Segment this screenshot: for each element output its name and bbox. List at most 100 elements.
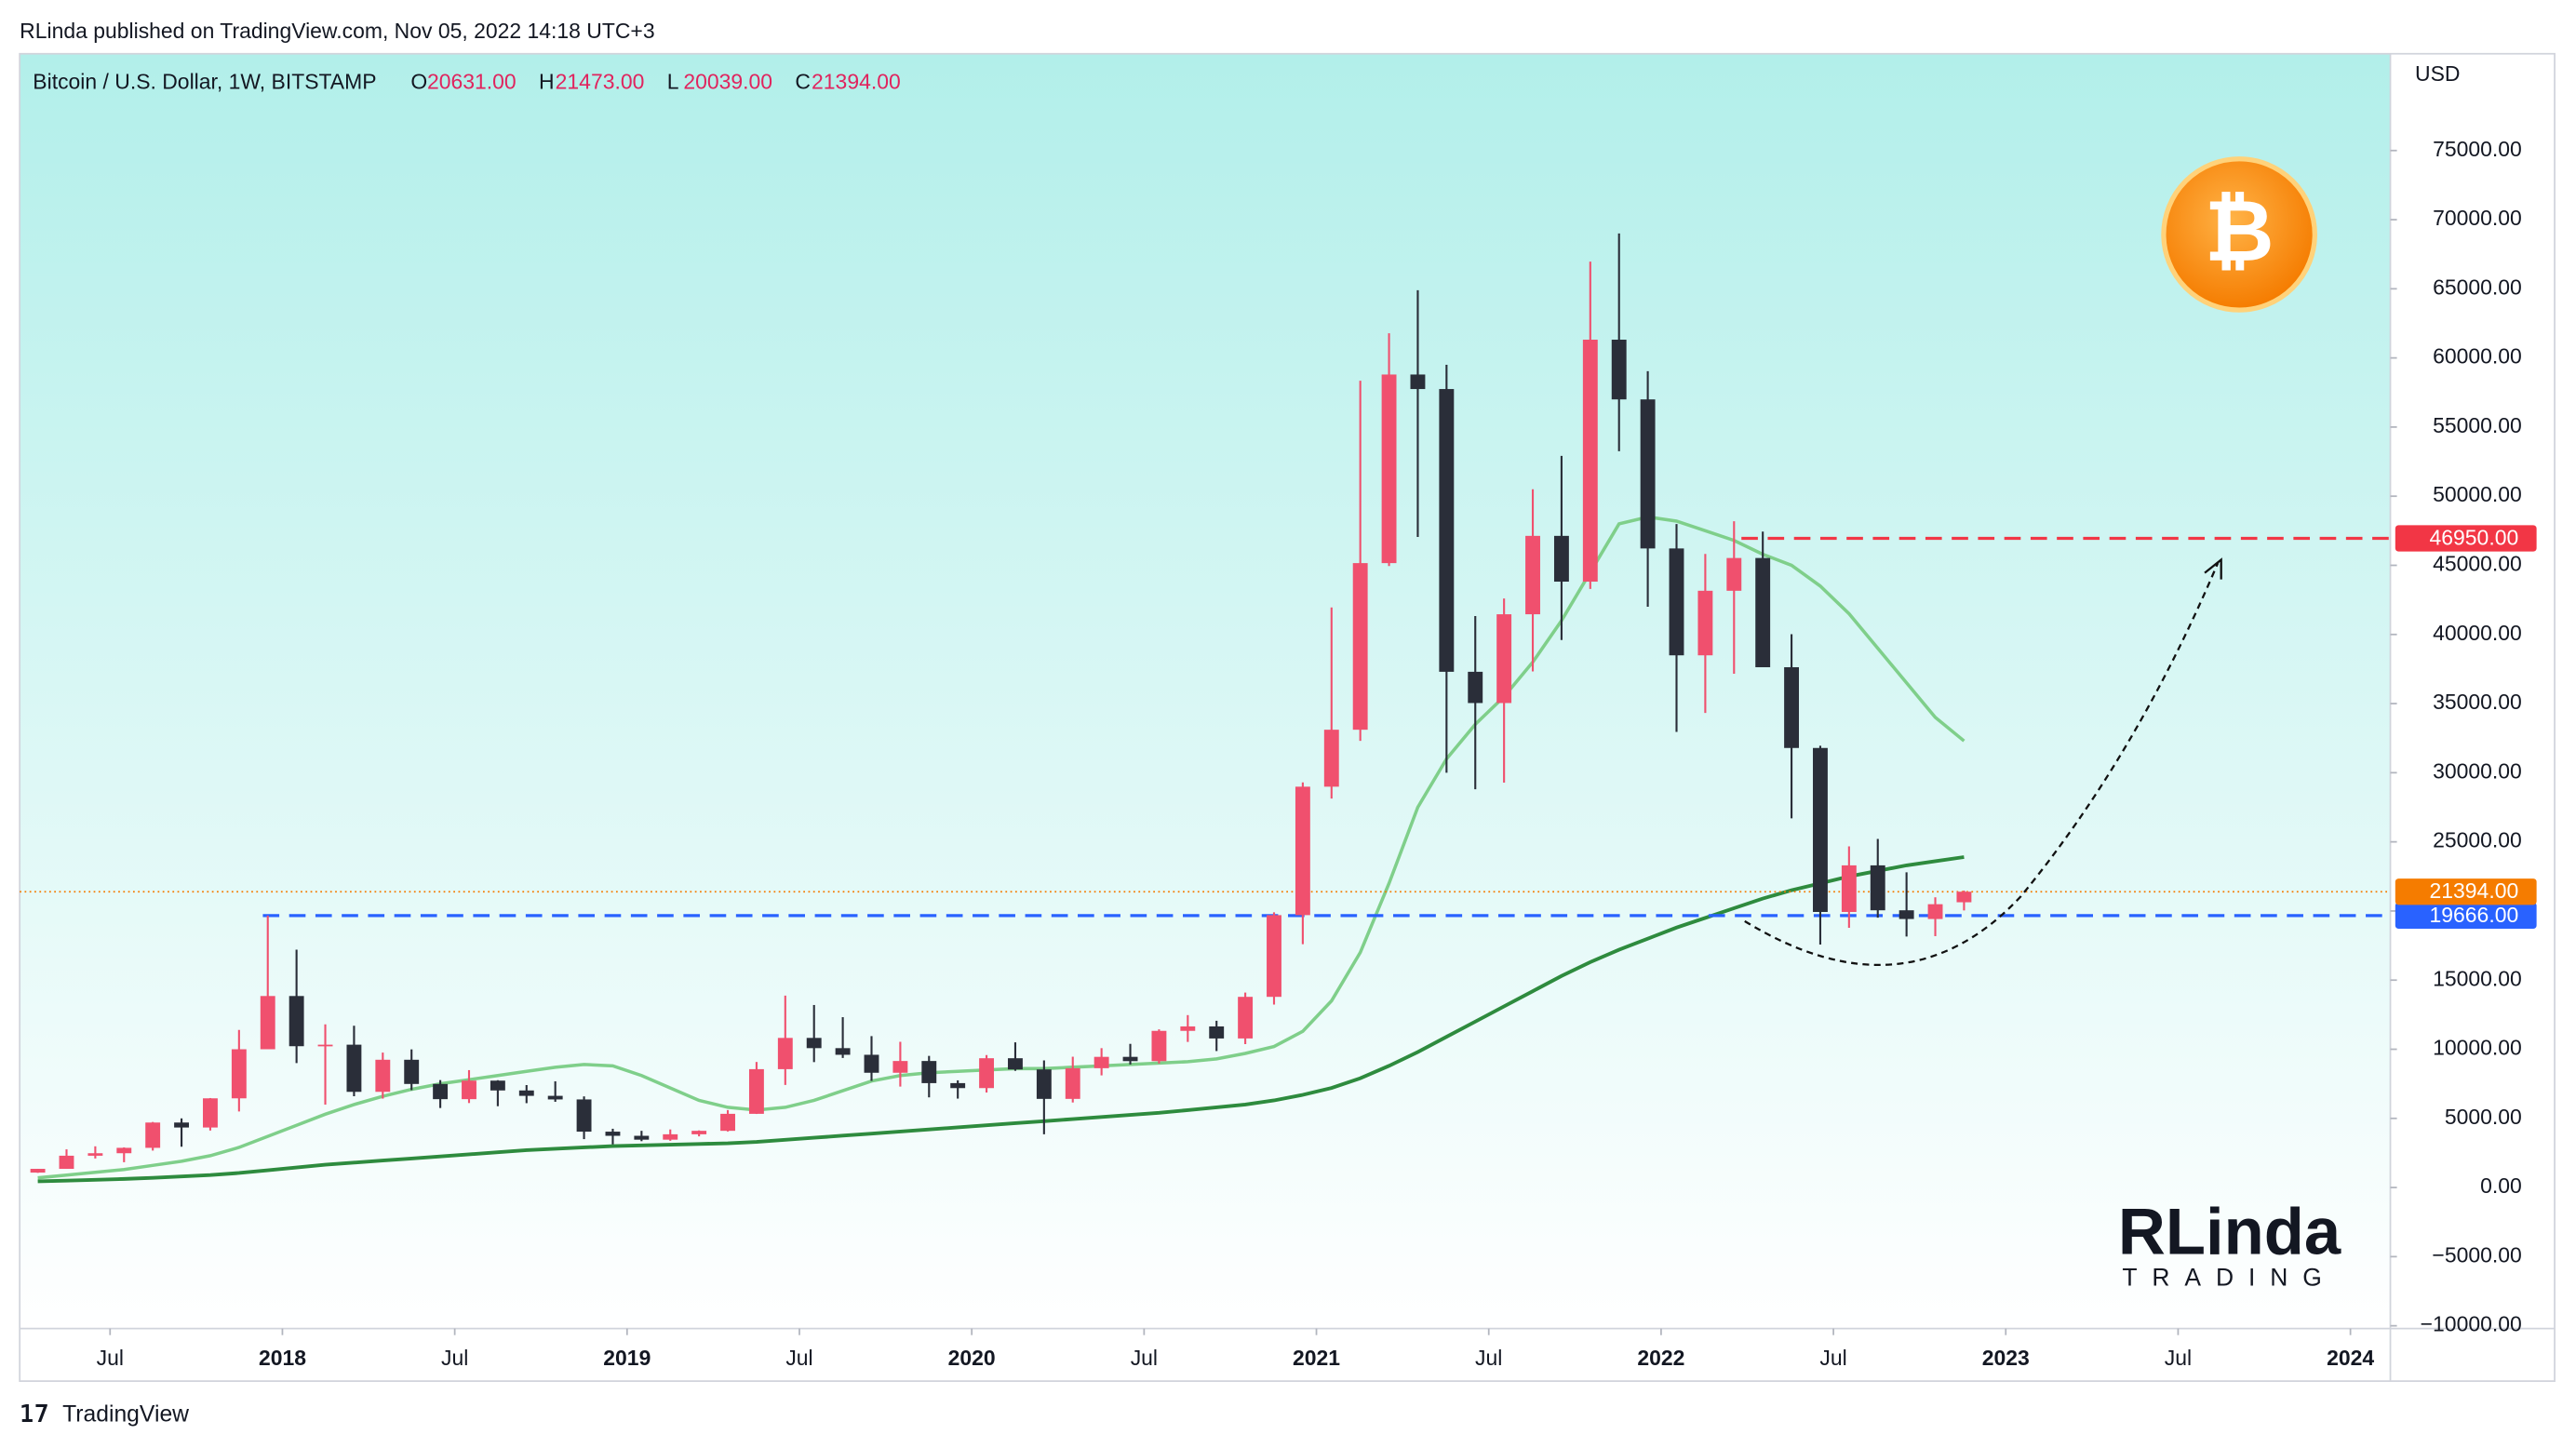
level-label-box — [2395, 878, 2537, 905]
x-tick-label: 2024 — [2327, 1346, 2374, 1370]
y-tick-label: 25000.00 — [2433, 828, 2522, 852]
candle-body — [433, 1083, 449, 1100]
y-tick-label: 30000.00 — [2433, 758, 2522, 783]
candle-body — [1640, 399, 1656, 549]
candle-body — [1439, 389, 1455, 672]
candle-body — [1180, 1026, 1196, 1031]
top-note: RLinda published on TradingView.com, Nov… — [20, 19, 654, 43]
projection-arrow — [2204, 557, 2222, 580]
candle-body — [375, 1059, 391, 1093]
candle-body — [59, 1155, 74, 1170]
candle-body — [1726, 557, 1742, 591]
x-tick-label: Jul — [441, 1346, 468, 1370]
candle-body — [1870, 865, 1885, 911]
y-tick-label: 10000.00 — [2433, 1036, 2522, 1060]
candle-body — [490, 1080, 505, 1091]
ohlc-key: H — [539, 70, 555, 94]
candle-body — [404, 1059, 420, 1084]
candle-body — [1122, 1056, 1138, 1062]
y-tick-label: 0.00 — [2480, 1173, 2522, 1198]
y-tick-label: 45000.00 — [2433, 552, 2522, 576]
candle-body — [87, 1153, 103, 1156]
candle-body — [720, 1113, 735, 1132]
candle-body — [979, 1058, 995, 1089]
candle-body — [663, 1133, 678, 1140]
ohlc-value: 20039.00 — [683, 70, 772, 94]
candle-body — [1267, 915, 1281, 998]
candle-body — [1956, 892, 1972, 903]
candle-body — [1036, 1069, 1052, 1099]
y-tick-label: 60000.00 — [2433, 344, 2522, 369]
ohlc-value: 20631.00 — [427, 70, 517, 94]
candle-body — [1323, 730, 1339, 787]
candle-body — [1755, 557, 1771, 667]
x-tick-label: 2023 — [1982, 1346, 2030, 1370]
candle-body — [921, 1061, 937, 1083]
x-tick-label: Jul — [97, 1346, 124, 1370]
candle-body — [806, 1038, 822, 1049]
x-tick-label: 2019 — [603, 1346, 651, 1370]
candle-body — [1496, 614, 1512, 704]
candle-body — [1093, 1056, 1109, 1068]
candle-body — [260, 996, 275, 1050]
candle-body — [1008, 1058, 1023, 1070]
y-tick-label: 70000.00 — [2433, 206, 2522, 230]
candle-body — [1381, 374, 1397, 564]
candle-body — [1468, 671, 1483, 704]
candle-body — [317, 1044, 333, 1047]
x-tick-label: Jul — [1475, 1346, 1502, 1370]
candle-body — [547, 1095, 563, 1100]
x-tick-label: 2020 — [948, 1346, 996, 1370]
candle-body — [288, 996, 304, 1047]
candle-body — [864, 1054, 879, 1073]
candle-body — [1841, 865, 1857, 912]
candle-body — [1065, 1067, 1080, 1099]
candle-body — [462, 1080, 476, 1100]
candle-body — [605, 1132, 621, 1136]
projection-curve — [1744, 562, 2220, 966]
candle-body — [1410, 374, 1426, 390]
candle-body — [691, 1131, 707, 1134]
level-label-box — [2395, 902, 2537, 930]
ohlc-key: O — [410, 70, 427, 94]
candle-body — [1697, 590, 1713, 656]
x-tick-label: Jul — [2165, 1346, 2192, 1370]
candle-body — [203, 1098, 218, 1128]
level-label: 46950.00 — [2430, 525, 2519, 549]
y-tick-label: 40000.00 — [2433, 621, 2522, 645]
candle-body — [835, 1048, 851, 1055]
candle-body — [116, 1147, 132, 1154]
candle-body — [30, 1169, 46, 1173]
y-unit: USD — [2415, 61, 2460, 86]
ohlc-value: 21473.00 — [556, 70, 645, 94]
candle-body — [748, 1068, 764, 1114]
svg-text:₿: ₿ — [2205, 184, 2274, 279]
candle-body — [174, 1122, 190, 1128]
level-label: 19666.00 — [2430, 903, 2519, 927]
level-label-box — [2395, 525, 2537, 552]
candle-body — [1898, 910, 1914, 919]
y-tick-label: −10000.00 — [2421, 1312, 2522, 1336]
candle-body — [1553, 535, 1569, 583]
candle-body — [1611, 340, 1627, 400]
footer: TradingView — [62, 1402, 189, 1428]
candle-body — [1238, 997, 1254, 1039]
ohlc-key: C — [795, 70, 811, 94]
candle-body — [1813, 747, 1828, 912]
watermark-name: RLinda — [2118, 1194, 2341, 1267]
x-tick-label: Jul — [1131, 1346, 1158, 1370]
x-tick-label: 2021 — [1293, 1346, 1340, 1370]
candle-body — [1352, 563, 1368, 731]
candle-body — [1295, 786, 1310, 916]
candle-body — [634, 1135, 650, 1140]
candle-body — [1209, 1026, 1225, 1039]
candle-body — [231, 1049, 247, 1099]
candle-body — [1784, 666, 1800, 748]
candle-body — [1582, 340, 1598, 583]
symbol-title: Bitcoin / U.S. Dollar, 1W, BITSTAMP — [33, 70, 376, 94]
candle-body — [576, 1099, 592, 1133]
candle-body — [518, 1090, 534, 1096]
bitcoin-logo: ₿ — [2161, 156, 2317, 313]
